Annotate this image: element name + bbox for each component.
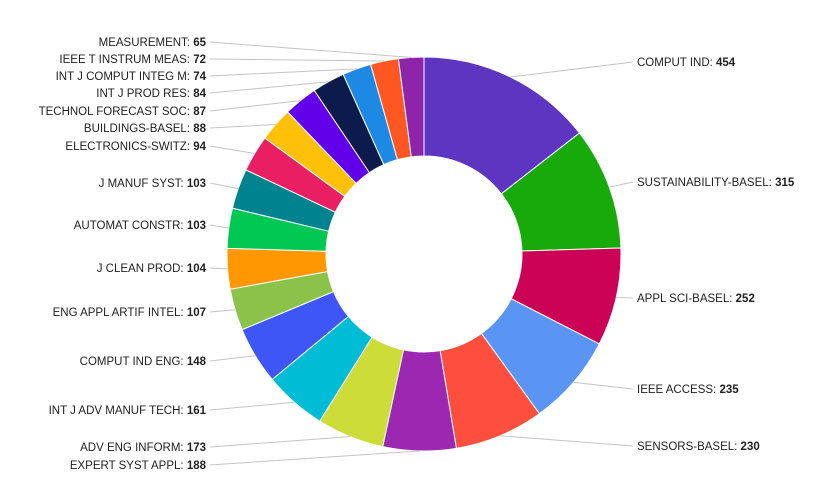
label-name: INT J ADV MANUF TECH: xyxy=(49,405,187,417)
leader-line-eng-appl-artif-intel xyxy=(209,309,236,313)
slice-measurement[interactable] xyxy=(397,56,425,158)
label-comput-ind-eng: COMPUT IND ENG: 148 xyxy=(80,356,207,368)
label-name: IEEE ACCESS: xyxy=(637,384,719,396)
label-ieee-access: IEEE ACCESS: 235 xyxy=(637,384,739,396)
label-name: SUSTAINABILITY-BASEL: xyxy=(637,177,775,189)
label-value: 84 xyxy=(193,88,206,100)
label-value: 252 xyxy=(736,293,755,305)
label-name: COMPUT IND: xyxy=(637,57,716,69)
label-name: INT J COMPUT INTEG M: xyxy=(56,71,194,83)
label-value: 235 xyxy=(719,384,739,396)
leader-line-measurement xyxy=(209,41,412,58)
leader-line-comput-ind-eng xyxy=(209,355,256,362)
leader-line-comput-ind xyxy=(510,61,634,78)
leader-line-j-clean-prod xyxy=(209,267,228,270)
label-name: COMPUT IND ENG: xyxy=(80,356,187,368)
label-name: IEEE T INSTRUM MEAS: xyxy=(59,54,193,66)
label-j-manuf-syst: J MANUF SYST: 103 xyxy=(99,178,206,190)
label-sensors-basel: SENSORS-BASEL: 230 xyxy=(637,441,760,453)
label-name: SENSORS-BASEL: xyxy=(637,441,741,453)
label-name: ELECTRONICS-SWITZ: xyxy=(65,141,193,153)
label-name: EXPERT SYST APPL: xyxy=(70,460,187,472)
label-name: BUILDINGS-BASEL: xyxy=(84,123,193,135)
label-name: APPL SCI-BASEL: xyxy=(637,293,736,305)
label-value: 103 xyxy=(187,220,206,232)
label-adv-eng-inform: ADV ENG INFORM: 173 xyxy=(80,442,206,454)
labels-group: COMPUT IND: 454 SUSTAINABILITY-BASEL: 315… xyxy=(39,37,795,472)
label-automat-constr: AUTOMAT CONSTR: 103 xyxy=(74,220,206,232)
label-value: 87 xyxy=(193,106,206,118)
label-eng-appl-artif-intel: ENG APPL ARTIF INTEL: 107 xyxy=(53,307,206,319)
label-value: 103 xyxy=(187,178,206,190)
label-j-clean-prod: J CLEAN PROD: 104 xyxy=(97,263,207,275)
label-value: 148 xyxy=(187,356,207,368)
leader-line-int-j-adv-manuf-tech xyxy=(209,401,295,411)
leader-line-automat-constr xyxy=(209,224,229,229)
label-value: 107 xyxy=(187,307,206,319)
label-value: 94 xyxy=(193,141,206,153)
label-name: J CLEAN PROD: xyxy=(97,263,187,275)
label-comput-ind: COMPUT IND: 454 xyxy=(637,57,736,69)
leader-line-j-manuf-syst xyxy=(209,182,239,190)
label-value: 173 xyxy=(187,442,206,454)
label-name: ADV ENG INFORM: xyxy=(80,442,187,454)
slice-comput-ind[interactable] xyxy=(423,56,581,195)
label-electronics-switz: ELECTRONICS-SWITZ: 94 xyxy=(65,141,206,153)
label-technol-forecast-soc: TECHNOL FORECAST SOC: 87 xyxy=(39,106,206,118)
label-measurement: MEASUREMENT: 65 xyxy=(99,37,207,49)
leader-line-int-j-comput-integ-m xyxy=(209,68,357,77)
label-int-j-prod-res: INT J PROD RES: 84 xyxy=(96,88,206,100)
label-int-j-adv-manuf-tech: INT J ADV MANUF TECH: 161 xyxy=(49,405,207,417)
slices-group xyxy=(226,56,622,452)
label-value: 88 xyxy=(193,123,206,135)
label-name: J MANUF SYST: xyxy=(99,178,187,190)
label-value: 230 xyxy=(741,441,760,453)
leader-line-appl-sci-basel xyxy=(616,296,634,299)
label-value: 161 xyxy=(187,405,207,417)
leader-line-technol-forecast-soc xyxy=(209,100,301,112)
label-value: 104 xyxy=(187,263,207,275)
label-sustainability-basel: SUSTAINABILITY-BASEL: 315 xyxy=(637,177,795,189)
label-value: 315 xyxy=(775,177,795,189)
label-value: 65 xyxy=(193,37,206,49)
label-value: 74 xyxy=(193,71,206,83)
leader-line-buildings-basel xyxy=(209,123,276,129)
label-name: ENG APPL ARTIF INTEL: xyxy=(53,307,187,319)
leader-line-expert-syst-appl xyxy=(209,450,420,466)
leader-line-sensors-basel xyxy=(499,435,634,447)
leader-line-sustainability-basel xyxy=(609,181,634,188)
label-name: INT J PROD RES: xyxy=(96,88,193,100)
leader-line-adv-eng-inform xyxy=(209,436,351,448)
label-name: AUTOMAT CONSTR: xyxy=(74,220,187,232)
leader-lines-group xyxy=(209,41,634,466)
leader-line-int-j-prod-res xyxy=(209,81,329,94)
label-appl-sci-basel: APPL SCI-BASEL: 252 xyxy=(637,293,755,305)
label-int-j-comput-integ-m: INT J COMPUT INTEG M: 74 xyxy=(56,71,207,83)
label-value: 188 xyxy=(187,460,207,472)
label-ieee-t-instrum-meas: IEEE T INSTRUM MEAS: 72 xyxy=(59,54,206,66)
leader-line-electronics-switz xyxy=(209,145,255,155)
label-value: 72 xyxy=(193,54,206,66)
label-buildings-basel: BUILDINGS-BASEL: 88 xyxy=(84,123,207,135)
leader-line-ieee-access xyxy=(573,381,634,390)
label-expert-syst-appl: EXPERT SYST APPL: 188 xyxy=(70,460,207,472)
label-value: 454 xyxy=(716,57,736,69)
label-name: MEASUREMENT: xyxy=(99,37,194,49)
label-name: TECHNOL FORECAST SOC: xyxy=(39,106,194,118)
leader-line-ieee-t-instrum-meas xyxy=(209,58,385,62)
